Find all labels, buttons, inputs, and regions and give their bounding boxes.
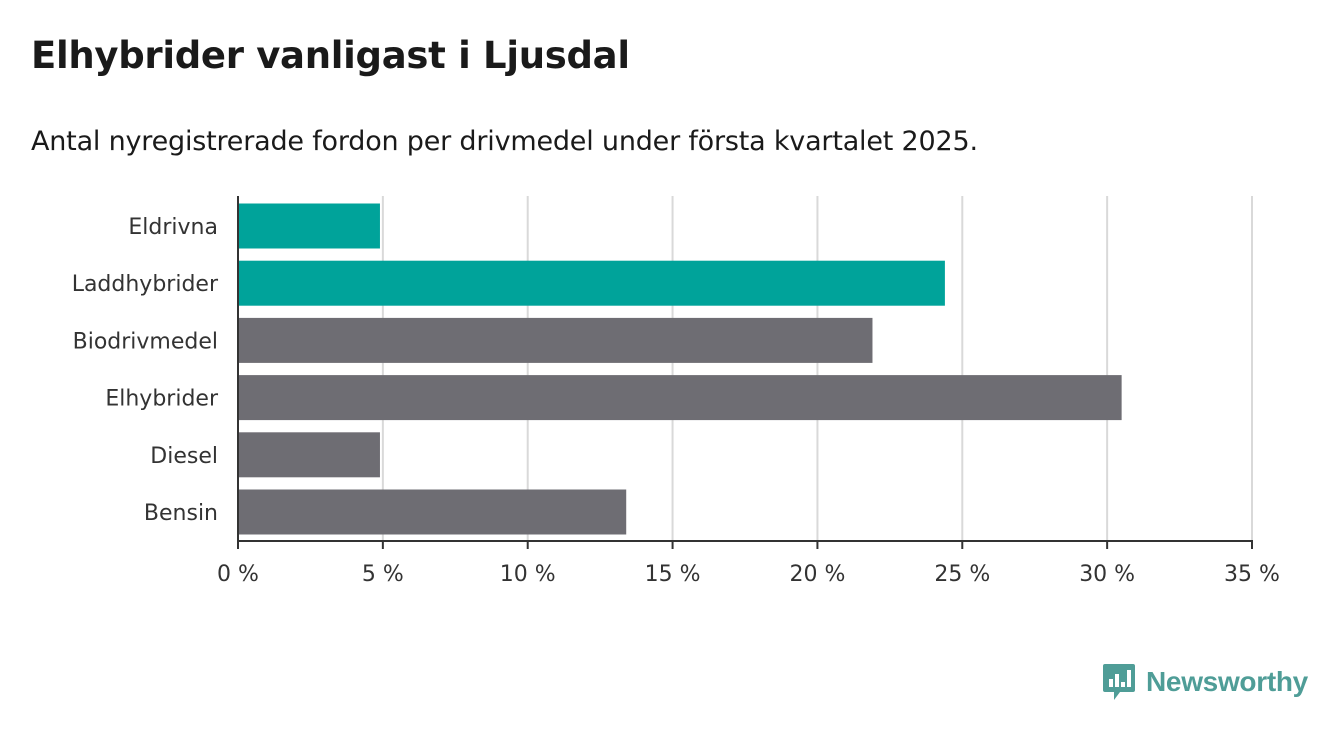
bar-elhybrider (238, 375, 1122, 421)
bar-biodrivmedel (238, 317, 873, 363)
bar-laddhybrider (238, 260, 945, 306)
brand-name: Newsworthy (1146, 666, 1308, 697)
category-label: Elhybrider (105, 387, 219, 412)
category-labels: Eldrivna Laddhybrider Biodrivmedel Elhybrid… (72, 215, 219, 526)
bars (238, 203, 1122, 535)
bar-diesel (238, 432, 380, 478)
grid-lines (381, 196, 1253, 541)
category-label: Eldrivna (128, 215, 218, 240)
x-tick-label: 20 % (789, 562, 845, 587)
category-label: Diesel (150, 444, 218, 469)
brand-logo: Newsworthy (1102, 662, 1308, 702)
x-axis: 0 % 5 % 10 % 15 % 20 % 25 % 30 % 35 % (217, 196, 1280, 587)
bar-eldrivna (238, 203, 380, 249)
x-tick-label: 25 % (934, 562, 990, 587)
category-label: Laddhybrider (72, 272, 219, 297)
x-tick-label: 5 % (362, 562, 404, 587)
category-label: Biodrivmedel (73, 329, 218, 354)
x-tick-label: 35 % (1224, 562, 1280, 587)
chart-title: Elhybrider vanligast i Ljusdal (31, 34, 630, 77)
bar-chart-logo-icon (1103, 664, 1135, 700)
x-tick-label: 15 % (645, 562, 701, 587)
x-tick-label: 0 % (217, 562, 259, 587)
x-tick-label: 10 % (500, 562, 556, 587)
bar-bensin (238, 489, 627, 535)
category-label: Bensin (144, 501, 218, 526)
x-tick-label: 30 % (1079, 562, 1135, 587)
chart-subtitle: Antal nyregistrerade fordon per drivmede… (31, 126, 978, 157)
